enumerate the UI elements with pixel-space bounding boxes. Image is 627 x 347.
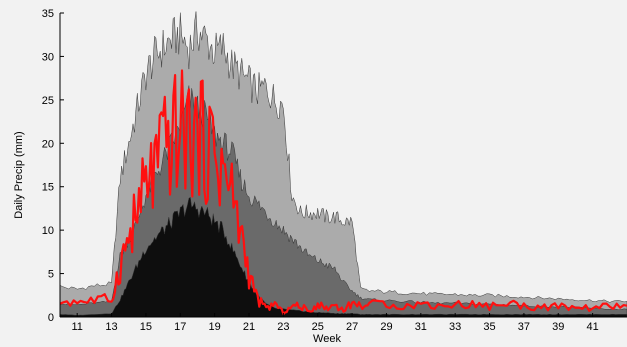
x-tick-label: 25 [312,321,324,333]
x-tick-label: 19 [209,321,221,333]
x-axis-label: Week [313,333,341,345]
x-tick-label: 17 [174,321,186,333]
y-tick-label: 5 [48,269,54,281]
x-tick-label: 13 [105,321,117,333]
y-axis-ticks: 0 5 10 15 20 25 30 35 [42,8,64,324]
x-axis-ticks: 11 13 15 17 19 21 23 25 27 29 31 33 35 37 39 41 [71,313,599,333]
y-tick-label: 10 [42,225,54,237]
y-tick-label: 25 [42,95,54,107]
x-tick-label: 23 [277,321,289,333]
y-tick-label: 20 [42,138,54,150]
x-tick-label: 39 [552,321,564,333]
x-tick-label: 21 [243,321,255,333]
x-tick-label: 11 [71,321,82,333]
x-tick-label: 27 [346,321,358,333]
y-tick-label: 15 [42,182,54,194]
x-tick-label: 33 [449,321,461,333]
x-tick-label: 29 [380,321,392,333]
x-tick-label: 37 [518,321,530,333]
chart-axes [59,13,627,318]
x-tick-label: 31 [415,321,427,333]
y-tick-label: 0 [48,312,54,324]
y-axis-label: Daily Precip (mm) [13,131,25,218]
precip-bands [59,11,627,318]
x-tick-label: 15 [140,321,152,333]
median-precip-line-path [59,69,627,316]
x-tick-label: 35 [483,321,495,333]
y-tick-label: 30 [42,51,54,63]
median-precip-line [59,69,627,316]
inner-band-area [59,196,627,318]
y-tick-label: 35 [42,8,54,20]
x-tick-label: 41 [587,321,599,333]
